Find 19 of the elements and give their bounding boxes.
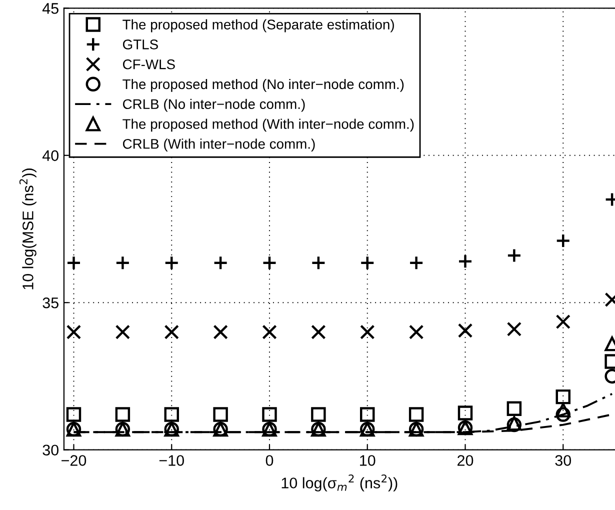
legend-label: CF-WLS (123, 59, 175, 70)
x-tick-label: 10 (360, 455, 376, 466)
legend-label: GTLS (122, 40, 158, 50)
x-tick-label: 30 (555, 455, 572, 466)
y-tick-label: 30 (42, 444, 59, 456)
x-tick-label: 20 (458, 455, 474, 466)
x-tick-label: 0 (266, 455, 274, 466)
legend-label: CRLB (With inter−node comm.) (123, 138, 315, 152)
legend-label: The proposed method (With inter−node comm.) (122, 118, 414, 132)
x-tick-label: −20 (62, 455, 86, 466)
y-tick-label: 45 (42, 3, 58, 14)
legend-label: The proposed method (Separate estimation) (122, 19, 394, 32)
x-axis-title: 10 log(σ$_{m}$$^{2}$ (ns$^{2}$)) (282, 474, 398, 492)
legend-label: CRLB (No inter−node comm.) (123, 98, 305, 112)
x-tick-label: −10 (159, 455, 184, 466)
y-axis-title: 10 log(MSE (ns$^{2}$)) (19, 168, 36, 290)
y-tick-label: 35 (42, 297, 58, 308)
y-tick-label: 40 (42, 150, 59, 162)
legend-label: The proposed method (No inter−node comm.) (122, 78, 404, 92)
